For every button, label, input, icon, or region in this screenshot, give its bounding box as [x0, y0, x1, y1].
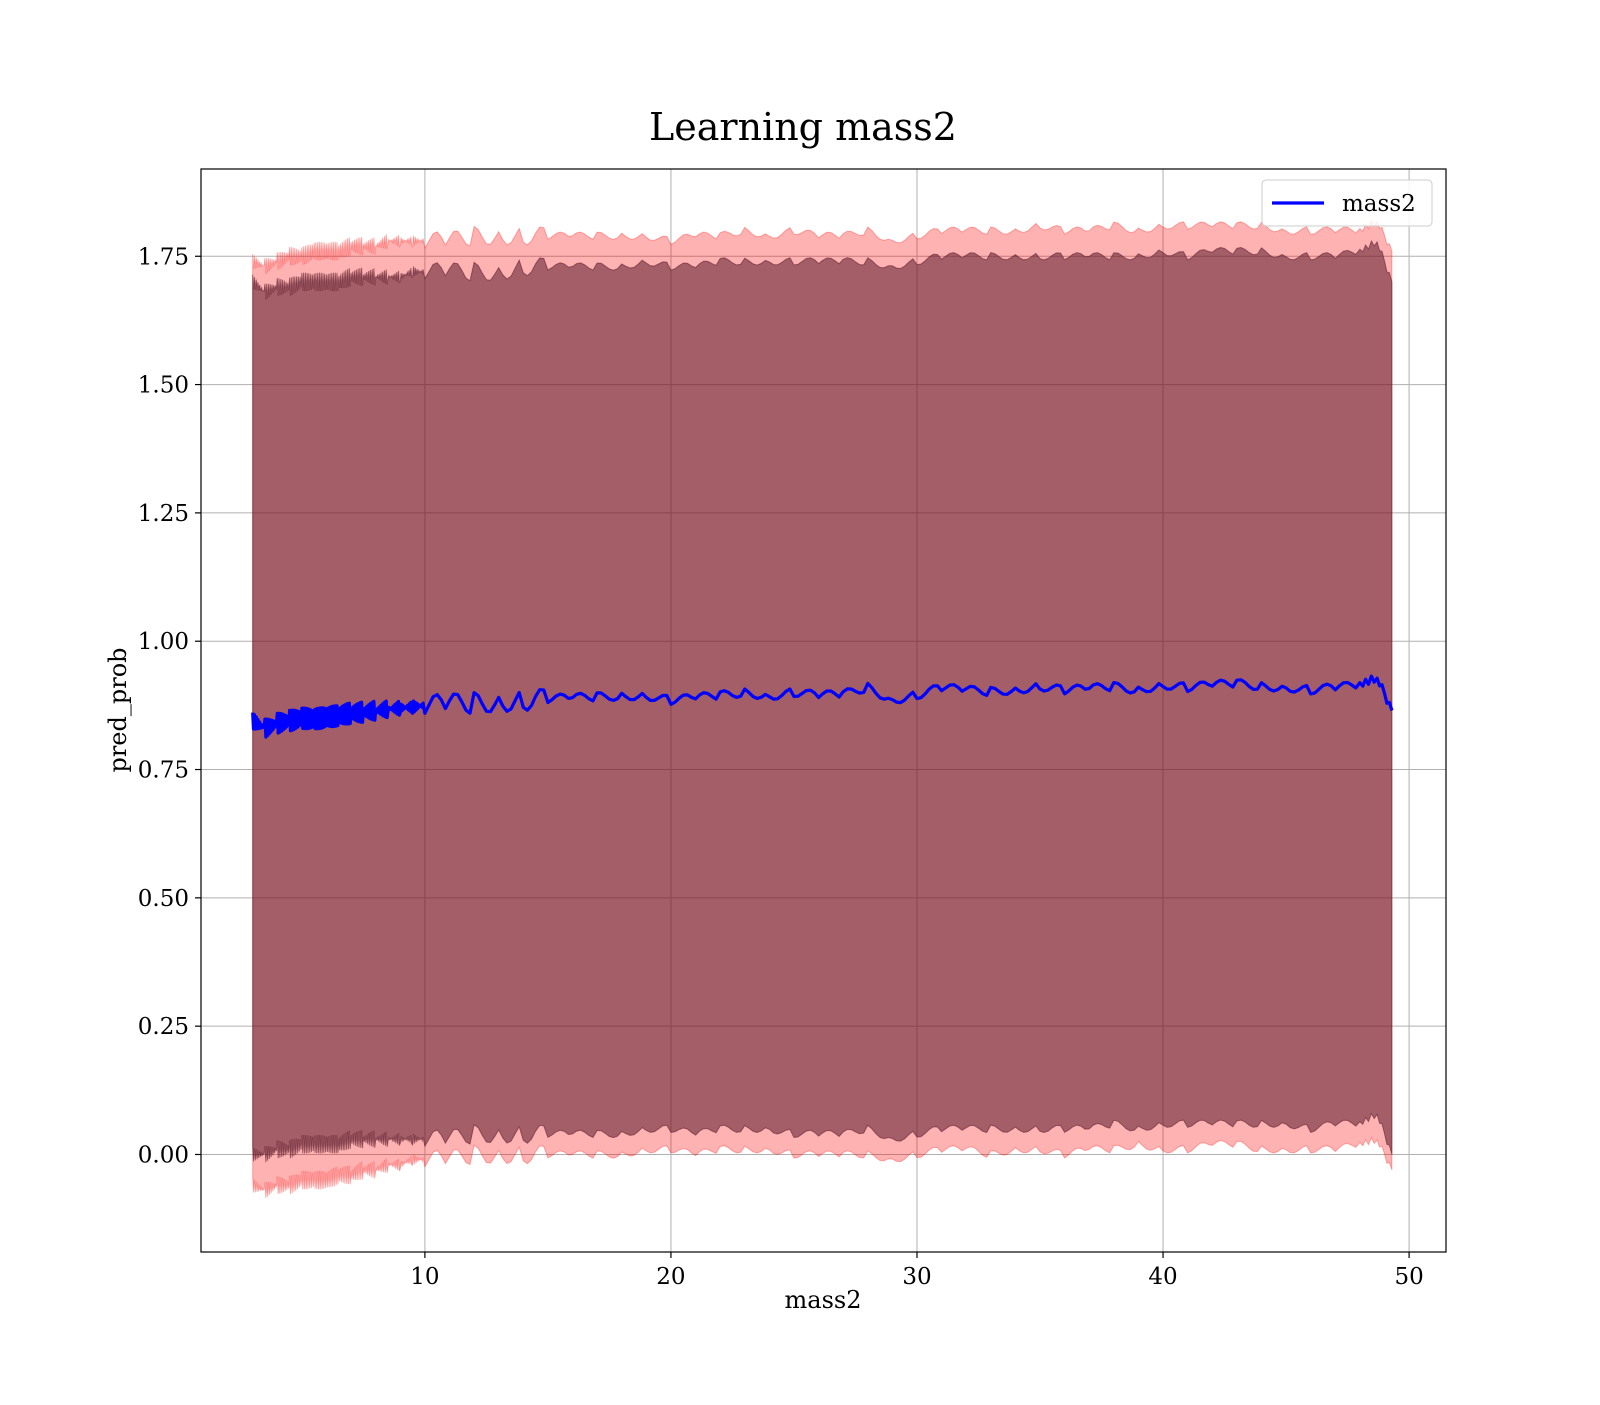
band-area-1	[252, 239, 1393, 1163]
x-tick-label: 30	[902, 1264, 931, 1290]
y-tick-label: 0.75	[138, 758, 189, 784]
x-tick-label: 10	[410, 1264, 439, 1290]
legend: mass2	[1261, 179, 1433, 227]
y-tick-label: 0.00	[138, 1142, 189, 1168]
series-line-mass2	[251, 674, 1394, 739]
x-axis-ticks: 10 20 30 40 50	[410, 1252, 1424, 1290]
y-tick-label: 1.50	[138, 373, 189, 399]
series-lines	[251, 674, 1394, 739]
x-tick-label: 50	[1394, 1264, 1423, 1290]
y-tick-label: 1.00	[138, 629, 189, 655]
y-tick-label: 0.50	[138, 886, 189, 912]
y-axis-ticks: 0.00 0.25 0.50 0.75 1.00 1.25 1.50 1.75	[138, 244, 201, 1168]
x-tick-label: 40	[1148, 1264, 1177, 1290]
y-axis-label: pred_prob	[104, 647, 132, 772]
y-tick-label: 0.25	[138, 1014, 189, 1040]
legend-label-mass2: mass2	[1342, 191, 1416, 217]
y-tick-label: 1.25	[138, 501, 189, 527]
x-axis-label: mass2	[785, 1286, 862, 1314]
y-tick-label: 1.75	[138, 244, 189, 270]
confidence-bands	[252, 219, 1393, 1199]
chart-title: Learning mass2	[649, 105, 957, 149]
plot-area-frame	[200, 168, 1447, 1253]
x-tick-label: 20	[656, 1264, 685, 1290]
legend-box	[1261, 179, 1433, 227]
